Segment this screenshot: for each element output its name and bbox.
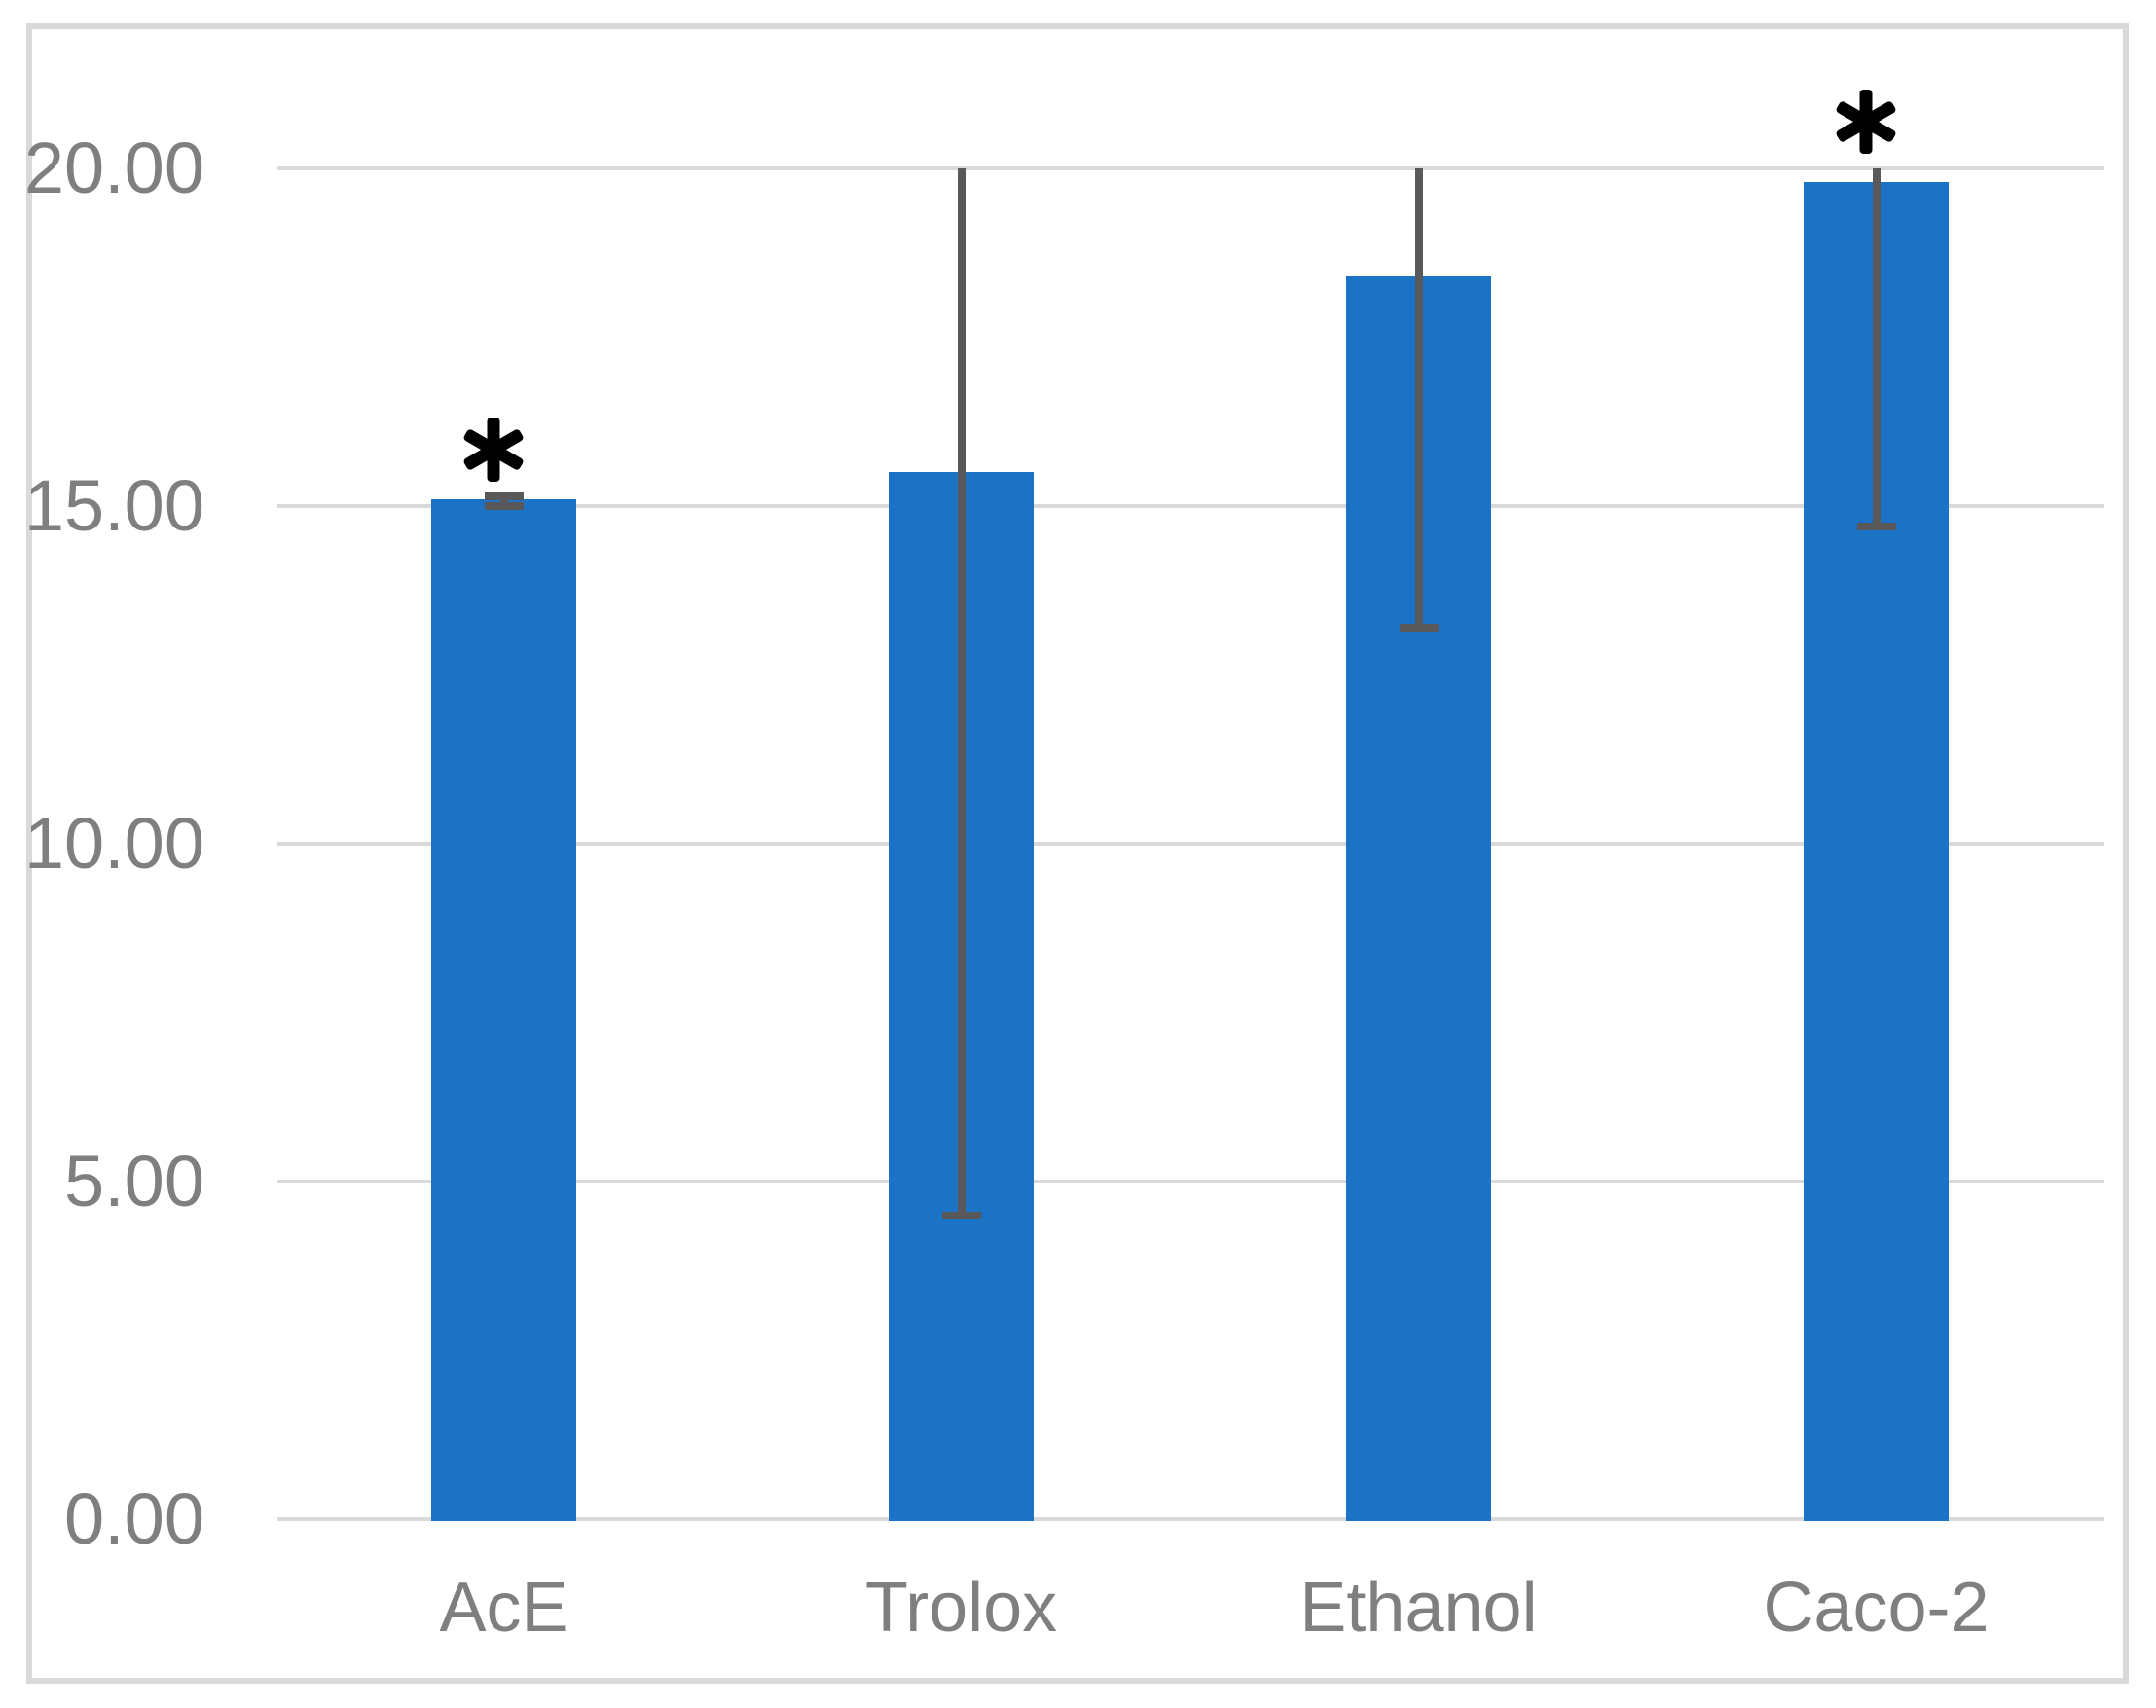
error-cap-bottom-caco-2	[1856, 522, 1896, 530]
y-tick-label: 15.00	[23, 465, 204, 546]
gridline	[277, 166, 2104, 170]
y-tick-label: 5.00	[63, 1141, 204, 1221]
x-category-label-ethanol: Ethanol	[1299, 1569, 1538, 1647]
y-tick-label: 20.00	[23, 127, 204, 208]
error-cap-top-ace	[484, 491, 524, 500]
error-whisker-trolox	[957, 168, 966, 1216]
x-category-label-caco-2: Caco-2	[1763, 1569, 1990, 1647]
gridline	[277, 842, 2104, 846]
error-whisker-ace	[499, 495, 508, 506]
bar-ace	[431, 499, 576, 1521]
error-cap-bottom-ethanol	[1399, 623, 1439, 632]
x-axis-line	[277, 1517, 2104, 1521]
significance-asterisk-ace	[459, 416, 528, 484]
y-tick-label: 10.00	[23, 803, 204, 884]
gridline	[277, 1180, 2104, 1183]
y-tick-label: 0.00	[63, 1478, 204, 1559]
x-category-label-trolox: Trolox	[864, 1569, 1058, 1647]
error-whisker-ethanol	[1414, 168, 1423, 628]
significance-asterisk-caco-2	[1832, 88, 1900, 156]
gridline	[277, 504, 2104, 508]
error-cap-bottom-ace	[484, 502, 524, 510]
x-category-label-ace: AcE	[439, 1569, 568, 1647]
chart-border-frame	[26, 23, 2129, 1684]
error-cap-bottom-trolox	[941, 1211, 981, 1219]
error-whisker-caco-2	[1872, 168, 1881, 527]
